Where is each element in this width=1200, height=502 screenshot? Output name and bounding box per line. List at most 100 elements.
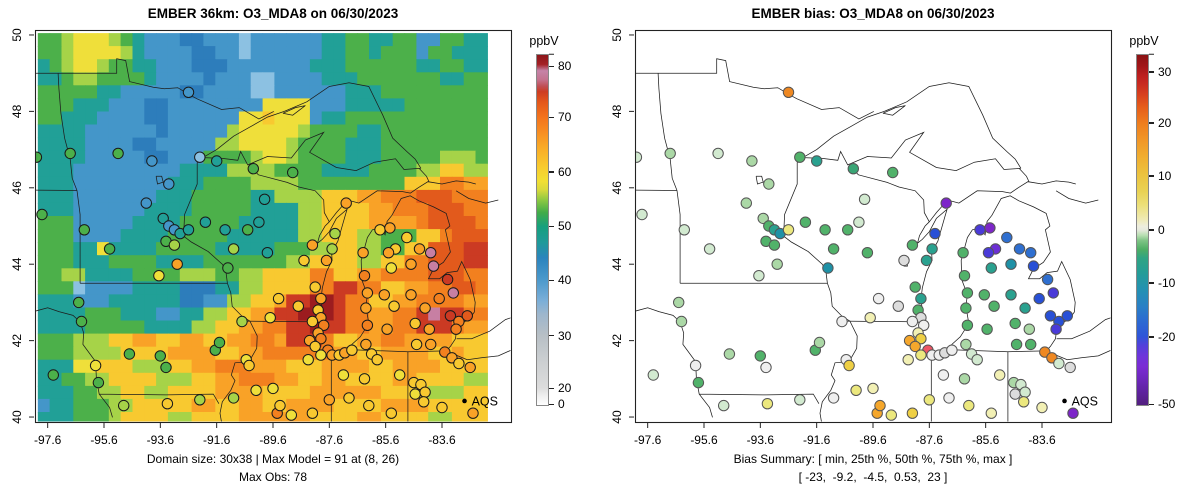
station-dot <box>1005 258 1017 270</box>
station-dot <box>409 317 421 330</box>
station-dot <box>298 254 310 267</box>
station-dot <box>958 373 971 385</box>
station-dot <box>867 382 879 395</box>
station-dot <box>827 392 840 404</box>
colorbar-tick: 50 <box>549 220 571 232</box>
station-dot <box>853 216 865 228</box>
station-dot <box>419 302 431 314</box>
aqs-legend-label: AQS <box>472 394 498 408</box>
station-dot <box>35 151 43 163</box>
station-dot <box>73 296 85 309</box>
x-tick-label: -87.6 <box>916 433 944 447</box>
colorbar-tick: 80 <box>549 60 571 72</box>
station-dot <box>419 386 431 398</box>
station-dot <box>760 361 772 374</box>
station-dot <box>692 376 705 389</box>
station-dot <box>782 86 795 99</box>
station-dot <box>309 340 321 353</box>
station-dot <box>850 384 862 396</box>
y-tick-label: 50 <box>10 28 24 42</box>
station-dot <box>309 281 321 293</box>
station-dot <box>906 315 919 328</box>
colorbar-units-label: ppbV <box>529 34 559 48</box>
station-dot <box>418 396 430 408</box>
station-dot <box>388 300 400 312</box>
station-dot <box>453 357 465 370</box>
station-dot <box>140 197 153 209</box>
station-dot <box>864 312 876 324</box>
colorbar-tick: 60 <box>549 166 571 178</box>
station-dot <box>1044 310 1057 322</box>
y-tick-label: 40 <box>10 410 24 424</box>
station-dot <box>242 224 254 236</box>
station-dot <box>326 243 338 255</box>
station-dot <box>222 262 234 274</box>
station-dot <box>978 289 990 301</box>
station-dot <box>171 258 183 270</box>
station-dot <box>211 155 223 167</box>
station-dot <box>182 86 195 99</box>
station-dot <box>718 399 730 412</box>
station-dot <box>1041 273 1054 286</box>
station-dot <box>923 394 935 406</box>
aqs-legend-dot <box>462 398 467 404</box>
station-dot <box>285 409 297 421</box>
station-dot <box>1013 243 1026 255</box>
station-dot <box>961 287 974 299</box>
station-dot <box>1005 289 1017 301</box>
y-tick-label: 44 <box>10 257 24 271</box>
station-dot <box>981 323 993 335</box>
station-dot <box>943 392 955 404</box>
station-dot <box>436 401 448 414</box>
station-dot <box>961 319 974 331</box>
panel-title: EMBER 36km: O3_MDA8 on 06/30/2023 <box>147 6 399 21</box>
station-dot <box>940 197 952 209</box>
station-dot <box>320 254 333 267</box>
station-dot <box>461 310 473 322</box>
y-tick-label: 44 <box>610 257 624 271</box>
station-dot <box>994 369 1006 381</box>
colorbar-tick: 30 <box>1149 66 1171 78</box>
station-dot <box>64 147 76 160</box>
station-dot <box>647 369 659 381</box>
station-dot <box>915 333 927 345</box>
station-dot <box>761 398 774 410</box>
station-dot <box>1061 310 1073 322</box>
station-dot <box>1050 323 1062 335</box>
station-dot <box>78 224 91 236</box>
station-dot <box>915 349 927 361</box>
station-dot <box>920 254 933 267</box>
station-dot <box>378 289 390 301</box>
station-dot <box>822 262 834 274</box>
station-dot <box>909 281 921 293</box>
colorbar-model: ppbV 80 70 60 50 40 30 20 0 <box>529 34 571 410</box>
colorbar-ticks: 80 70 60 50 40 30 20 0 <box>536 53 571 410</box>
aqs-legend-label: AQS <box>1072 394 1098 408</box>
station-dot <box>441 273 454 286</box>
station-dot <box>123 348 136 360</box>
station-dot <box>892 300 904 312</box>
station-dot <box>843 359 855 372</box>
station-dot <box>315 292 327 305</box>
station-dot <box>361 319 374 331</box>
plot-frame <box>34 29 513 424</box>
station-dot <box>926 243 938 255</box>
bias-map-canvas: AQS -97.6 -95.6 -93.6 -91.6 -89.6 -87.6 -85.6 -8… <box>610 28 1113 447</box>
station-dot <box>302 354 314 366</box>
station-dot <box>433 292 445 305</box>
station-dot <box>985 407 997 419</box>
y-tick-label: 40 <box>610 410 624 424</box>
colorbar-tick: 40 <box>549 274 571 286</box>
panel-model: AQS -97.6 -95.6 -93.6 -91.6 -89.6 -87.6 -85.6 -8… <box>10 6 571 484</box>
station-dot <box>306 407 319 419</box>
station-dot <box>712 147 724 160</box>
station-dot <box>213 336 226 349</box>
station-dot <box>329 227 341 240</box>
station-dot <box>861 247 874 259</box>
colorbar-gradient <box>1136 54 1149 406</box>
station-dot <box>261 247 274 259</box>
y-tick-label: 42 <box>610 334 624 348</box>
panel-bias: AQS -97.6 -95.6 -93.6 -91.6 -89.6 -87.6 -85.6 -8… <box>600 0 1200 502</box>
caption-max-obs: Max Obs: 78 <box>238 470 308 484</box>
station-dot <box>794 151 806 163</box>
